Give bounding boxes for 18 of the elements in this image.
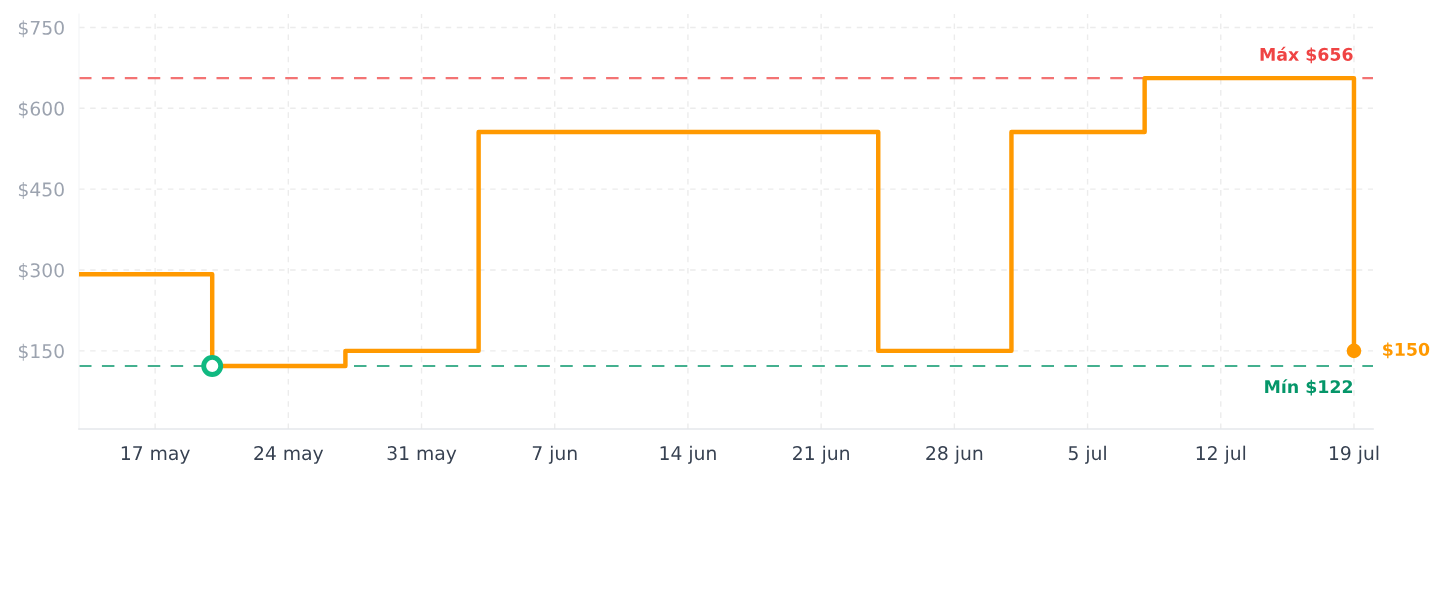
x-tick-label: 19 jul: [1329, 445, 1379, 464]
x-tick-label: 28 jun: [926, 445, 983, 464]
ref-line-label: Máx $656: [1260, 46, 1353, 64]
x-tick-label: 17 may: [121, 446, 190, 464]
x-tick-label: 5 jul: [1068, 445, 1106, 464]
y-tick-label: $750: [18, 20, 64, 38]
x-tick-label: 12 jul: [1196, 445, 1246, 464]
ref-line-label: Mín $122: [1265, 379, 1353, 396]
x-tick-label: 31 may: [387, 446, 457, 464]
annotation: $150: [1383, 342, 1430, 359]
x-tick-label: 14 jun: [660, 445, 716, 464]
x-tick-label: 21 jun: [793, 445, 849, 464]
y-tick-label: $150: [18, 343, 64, 361]
x-tick-label: 7 jun: [532, 445, 577, 464]
x-tick-label: 24 may: [254, 446, 324, 464]
y-tick-label: $450: [18, 182, 64, 200]
y-tick-label: $600: [18, 101, 64, 119]
y-tick-label: $300: [18, 262, 64, 280]
